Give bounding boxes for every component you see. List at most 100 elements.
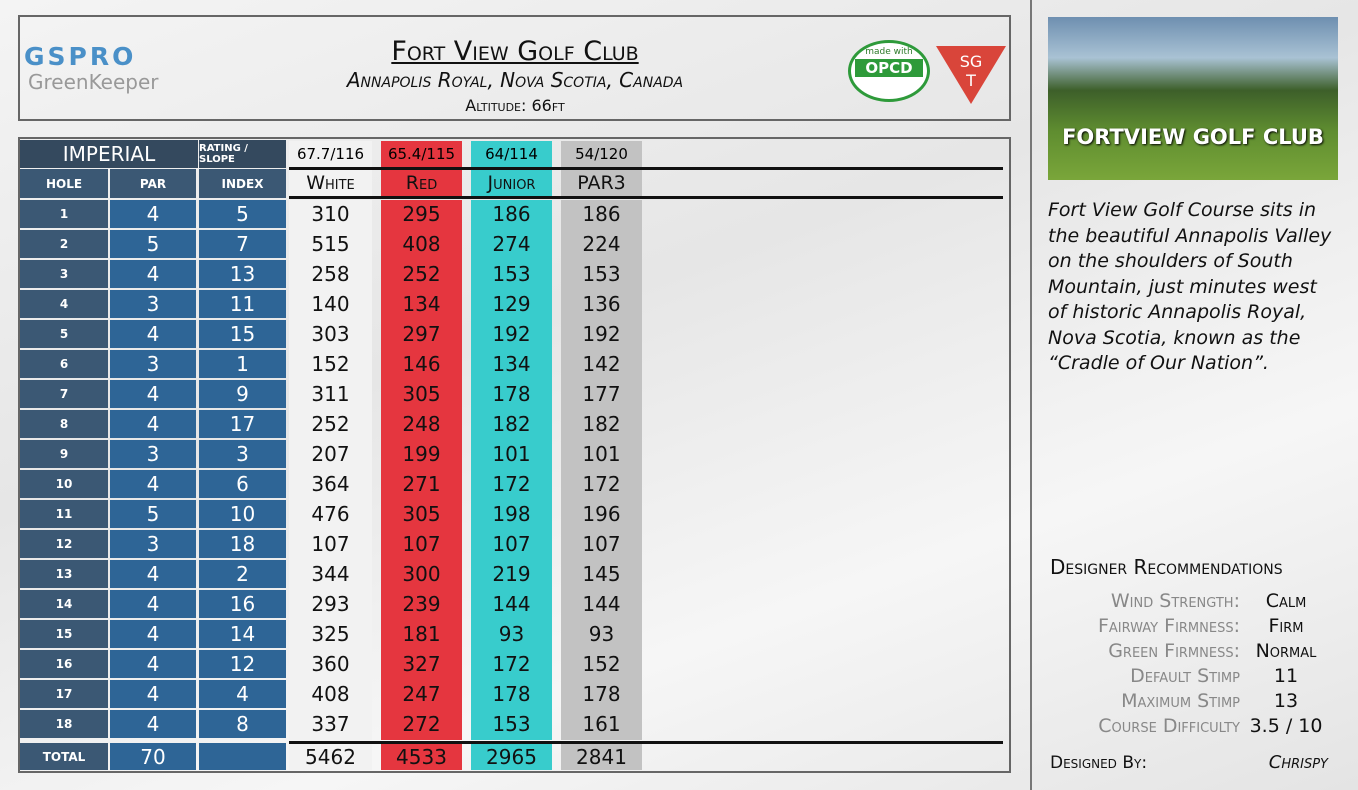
par: 5 [110, 230, 196, 258]
yardage: 515 [311, 232, 350, 256]
yardage: 107 [311, 532, 350, 556]
hole-number: 5 [20, 320, 108, 348]
yardage: 178 [492, 382, 531, 406]
hole-number: 18 [20, 710, 108, 738]
yardage: 305 [402, 382, 441, 406]
index: 10 [199, 500, 286, 528]
rec-value: 11 [1273, 664, 1299, 687]
yardage: 107 [402, 532, 441, 556]
par: 3 [110, 290, 196, 318]
rec-label: Green Firmness: [1108, 639, 1240, 662]
yardage: 153 [582, 262, 621, 286]
hole-number: 10 [20, 470, 108, 498]
yardage: 186 [582, 202, 621, 226]
yardage: 182 [492, 412, 531, 436]
location: Annapolis Royal, Nova Scotia, Canada [346, 68, 684, 92]
yardage: 101 [492, 442, 531, 466]
table-box [18, 137, 1011, 773]
tee-rating: 54/120 [561, 141, 642, 167]
hole-number: 17 [20, 680, 108, 708]
divider [1030, 0, 1032, 790]
yardage: 247 [402, 682, 441, 706]
hole-number: 9 [20, 440, 108, 468]
index: 7 [199, 230, 286, 258]
altitude: Altitude: 66ft [465, 96, 565, 115]
index: 9 [199, 380, 286, 408]
designed-by-label: Designed By: [1050, 753, 1148, 773]
yardage: 192 [582, 322, 621, 346]
rec-value: 3.5 / 10 [1249, 714, 1323, 737]
header-box [18, 15, 1011, 121]
par: 4 [110, 620, 196, 648]
tee-column [561, 200, 642, 740]
yardage: 152 [582, 652, 621, 676]
yardage: 144 [582, 592, 621, 616]
index: 14 [199, 620, 286, 648]
par: 4 [110, 560, 196, 588]
par: 4 [110, 710, 196, 738]
image-title: FORTVIEW GOLF CLUB [1062, 125, 1324, 149]
yardage: 140 [311, 292, 350, 316]
hole-number: 15 [20, 620, 108, 648]
yardage: 129 [492, 292, 531, 316]
yardage: 93 [588, 622, 615, 646]
rec-label: Wind Strength: [1110, 589, 1240, 612]
yardage: 172 [582, 472, 621, 496]
yardage: 153 [492, 262, 531, 286]
yardage: 252 [402, 262, 441, 286]
par: 4 [110, 590, 196, 618]
yardage: 196 [582, 502, 621, 526]
logo-sub: GreenKeeper [28, 70, 159, 94]
opcd-badge: made with OPCD [848, 40, 930, 102]
yardage: 145 [582, 562, 621, 586]
rec-label: Course Difficulty [1098, 714, 1240, 737]
tee-rating: 67.7/116 [289, 141, 372, 167]
index: 16 [199, 590, 286, 618]
badge-text: T [966, 71, 976, 90]
rec-label: Default Stimp [1130, 664, 1240, 687]
rec-label: Fairway Firmness: [1097, 614, 1240, 637]
tee-rating: 65.4/115 [381, 141, 462, 167]
badge-text: OPCD [855, 59, 923, 77]
par-total: 70 [110, 743, 196, 770]
yardage: 271 [402, 472, 441, 496]
yardage: 199 [402, 442, 441, 466]
index: 2 [199, 560, 286, 588]
yardage: 344 [311, 562, 350, 586]
rec-value: Firm [1268, 614, 1304, 637]
index: 3 [199, 440, 286, 468]
rule [289, 196, 1003, 199]
rec-value: Normal [1255, 639, 1317, 662]
hole-number: 11 [20, 500, 108, 528]
yardage: 186 [492, 202, 531, 226]
rec-value: Calm [1265, 589, 1307, 612]
hole-number: 16 [20, 650, 108, 678]
tee-total-bg [471, 744, 552, 770]
yardage: 142 [582, 352, 621, 376]
par: 5 [110, 500, 196, 528]
yardage: 297 [402, 322, 441, 346]
index-label: INDEX [199, 169, 286, 198]
hole-number: 3 [20, 260, 108, 288]
yardage: 272 [402, 712, 441, 736]
logo: GSPRO [24, 42, 137, 71]
yardage: 311 [311, 382, 350, 406]
tee-name: Junior [471, 169, 552, 197]
index: 5 [199, 200, 286, 228]
hole-number: 8 [20, 410, 108, 438]
yardage: 310 [311, 202, 350, 226]
tee-total-bg [289, 744, 372, 770]
tee-total: 2841 [576, 744, 627, 769]
yardage: 146 [402, 352, 441, 376]
hole-number: 12 [20, 530, 108, 558]
yardage: 258 [311, 262, 350, 286]
par: 4 [110, 200, 196, 228]
tee-name: Red [381, 169, 462, 197]
yardage: 224 [582, 232, 621, 256]
par: 3 [110, 440, 196, 468]
yardage: 107 [492, 532, 531, 556]
tee-total-bg [381, 744, 462, 770]
index: 11 [199, 290, 286, 318]
course-image: FORTVIEW GOLF CLUB [1048, 17, 1338, 180]
yardage: 172 [492, 652, 531, 676]
